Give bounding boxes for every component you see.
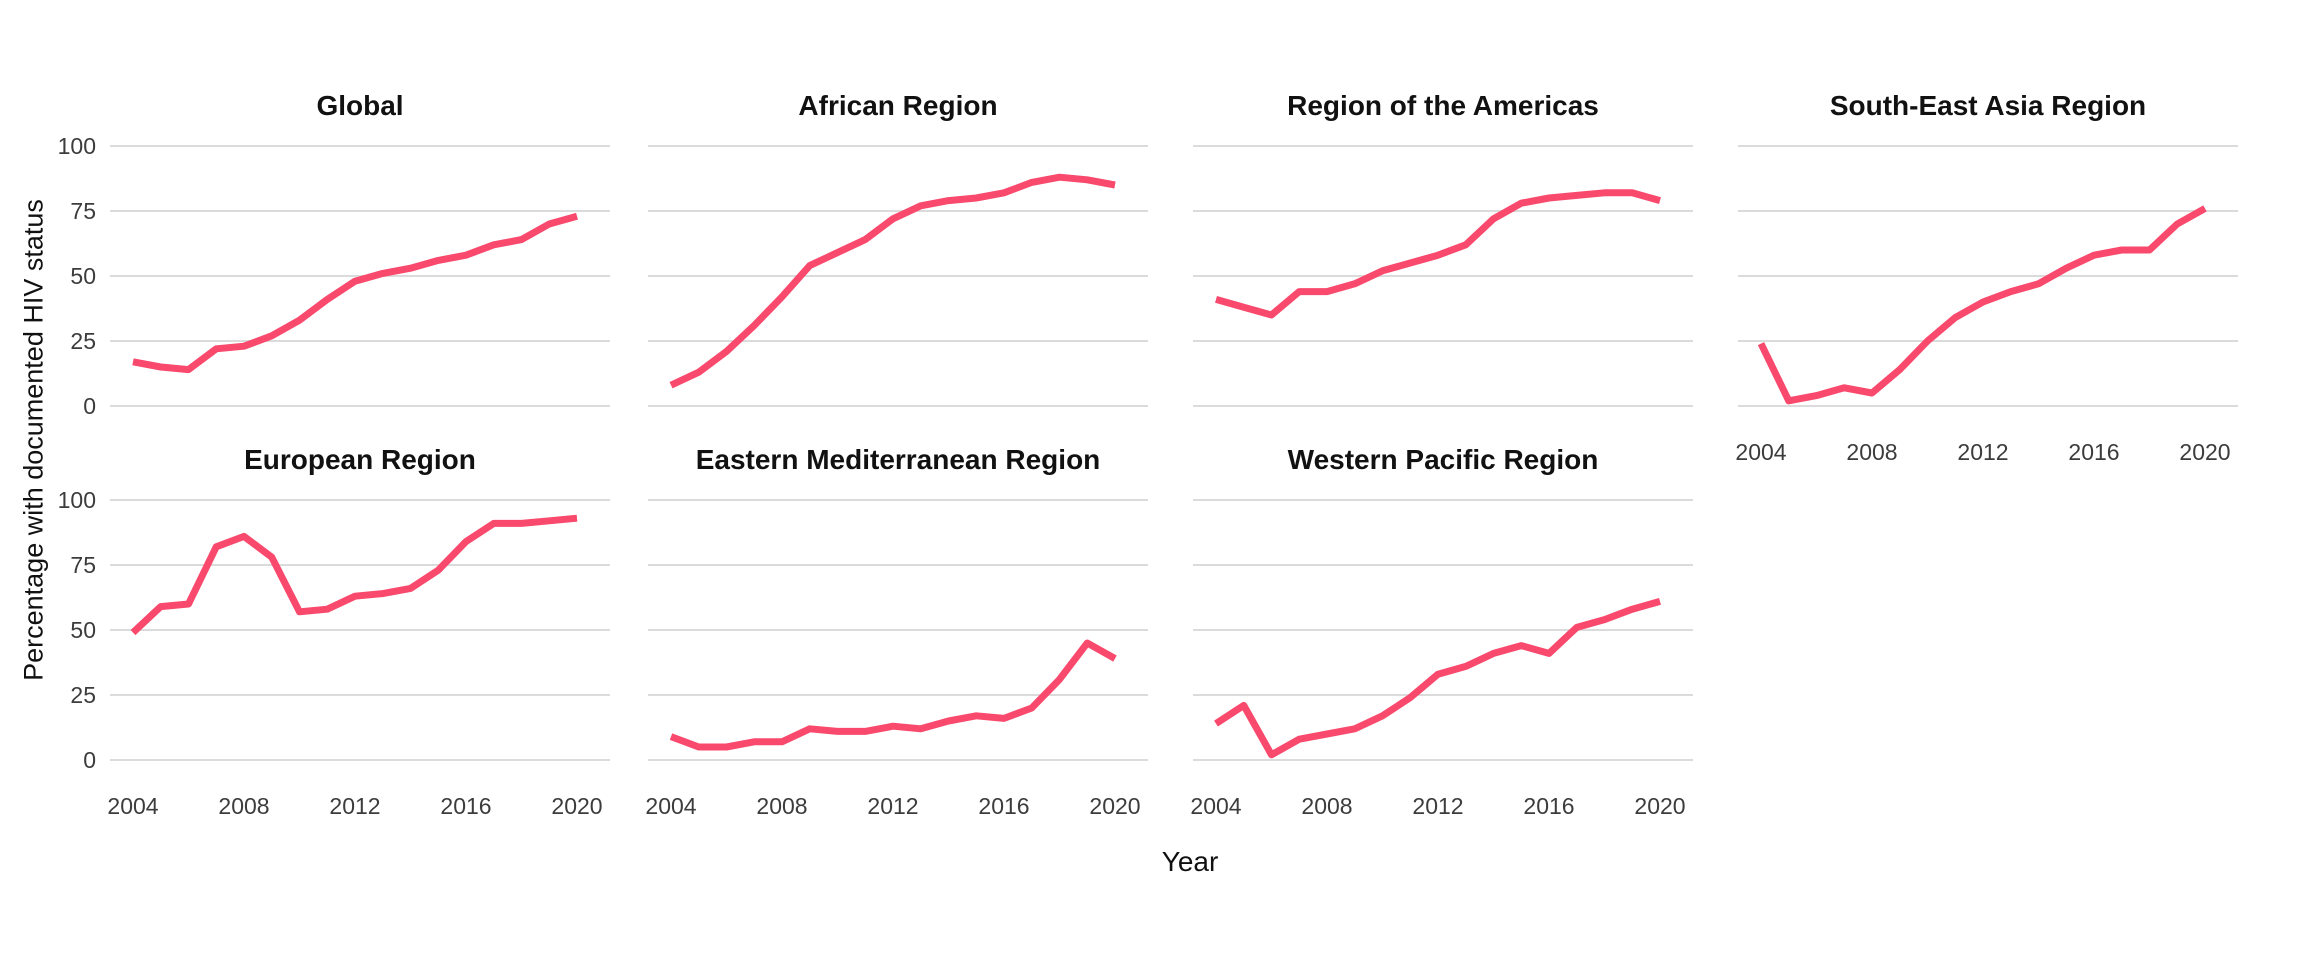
x-tick-label: 2012 bbox=[1412, 793, 1464, 819]
facet-title: Eastern Mediterranean Region bbox=[695, 444, 1101, 475]
x-axis-tick-labels: 2004 2008 2012 2016 2020 bbox=[1735, 439, 2238, 469]
x-tick-label: 2004 bbox=[1190, 793, 1242, 819]
x-tick-label: 2016 bbox=[440, 793, 492, 819]
facet-panel-western-pacific-region: Western Pacific Region 2004 2008 2012 2016 2… bbox=[1190, 438, 1693, 823]
facet-panel-global: Global bbox=[110, 84, 610, 431]
x-tick-label: 2016 bbox=[978, 793, 1030, 819]
facet-title: African Region bbox=[798, 90, 998, 121]
plot-area bbox=[1193, 145, 1693, 407]
x-tick-label: 2004 bbox=[107, 793, 159, 819]
data-line bbox=[132, 212, 578, 374]
data-line bbox=[130, 514, 578, 636]
plot-area bbox=[648, 145, 1148, 407]
x-tick-label: 2012 bbox=[867, 793, 919, 819]
data-line bbox=[669, 639, 1117, 751]
x-axis-tick-labels: 2004 2008 2012 2016 2020 bbox=[645, 793, 1148, 823]
facet-title: European Region bbox=[244, 444, 476, 475]
x-tick-label: 2012 bbox=[1957, 439, 2009, 465]
data-line bbox=[1757, 205, 2207, 405]
facet-panel-african-region: African Region bbox=[648, 84, 1148, 431]
facet-panel-region-of-the-americas: Region of the Americas bbox=[1193, 84, 1693, 431]
y-tick-label: 50 bbox=[70, 617, 96, 643]
y-tick-label: 100 bbox=[57, 133, 96, 159]
x-axis-title: Year bbox=[1161, 846, 1219, 877]
x-tick-label: 2008 bbox=[756, 793, 808, 819]
y-tick-label: 0 bbox=[83, 393, 96, 419]
x-tick-label: 2016 bbox=[2068, 439, 2120, 465]
x-tick-label: 2020 bbox=[2179, 439, 2231, 465]
y-tick-label: 75 bbox=[70, 198, 96, 224]
y-tick-label: 100 bbox=[57, 487, 96, 513]
plot-area bbox=[1738, 145, 2238, 407]
x-axis-tick-labels: 2004 2008 2012 2016 2020 bbox=[107, 793, 610, 823]
x-tick-label: 2004 bbox=[1735, 439, 1787, 465]
facet-title: Western Pacific Region bbox=[1287, 444, 1599, 475]
x-tick-label: 2020 bbox=[551, 793, 603, 819]
x-tick-label: 2012 bbox=[329, 793, 381, 819]
data-line bbox=[1215, 189, 1661, 319]
facet-title: Global bbox=[316, 90, 404, 121]
plot-area bbox=[648, 499, 1148, 761]
x-tick-label: 2016 bbox=[1523, 793, 1575, 819]
y-tick-label: 25 bbox=[70, 328, 96, 354]
y-tick-label: 0 bbox=[83, 747, 96, 773]
y-tick-label: 75 bbox=[70, 552, 96, 578]
facet-panel-south-east-asia-region: South-East Asia Region 2004 2008 2012 2016 2… bbox=[1735, 84, 2238, 469]
x-tick-label: 2020 bbox=[1634, 793, 1686, 819]
x-tick-label: 2008 bbox=[218, 793, 270, 819]
y-tick-label: 50 bbox=[70, 263, 96, 289]
plot-area bbox=[110, 145, 610, 407]
plot-area bbox=[1193, 499, 1693, 761]
facet-title: Region of the Americas bbox=[1287, 90, 1599, 121]
x-tick-label: 2020 bbox=[1089, 793, 1141, 819]
x-tick-label: 2004 bbox=[645, 793, 697, 819]
y-tick-label: 25 bbox=[70, 682, 96, 708]
facet-panel-european-region: European Region 2004 2008 2012 2016 2020 bbox=[107, 438, 610, 823]
data-line bbox=[669, 173, 1116, 389]
x-tick-label: 2008 bbox=[1301, 793, 1353, 819]
x-axis-tick-labels: 2004 2008 2012 2016 2020 bbox=[1190, 793, 1693, 823]
plot-area bbox=[110, 499, 610, 761]
data-line bbox=[1214, 598, 1661, 759]
facet-title: South-East Asia Region bbox=[1829, 90, 2147, 121]
facet-panel-eastern-mediterranean-region: Eastern Mediterranean Region 2004 2008 201… bbox=[645, 438, 1148, 823]
x-tick-label: 2008 bbox=[1846, 439, 1898, 465]
